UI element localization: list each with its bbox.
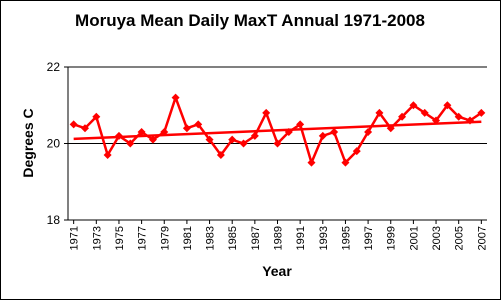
y-tick-label: 22 (47, 60, 61, 74)
data-point (443, 101, 452, 110)
data-point (296, 120, 305, 129)
data-point (375, 108, 384, 117)
y-tick-label: 20 (47, 137, 61, 151)
data-point (148, 135, 157, 144)
data-point (398, 112, 407, 121)
data-point (126, 139, 135, 148)
x-tick-label: 1985 (227, 226, 239, 250)
x-tick-label: 2007 (476, 226, 488, 250)
data-point (250, 131, 259, 140)
data-point (307, 158, 316, 167)
x-tick-label: 1981 (182, 226, 194, 250)
data-point (409, 101, 418, 110)
y-axis-label: Degrees C (20, 108, 36, 177)
data-point (273, 139, 282, 148)
data-point (341, 158, 350, 167)
data-point (194, 120, 203, 129)
x-tick-label: 1979 (159, 226, 171, 250)
data-point (318, 131, 327, 140)
data-point (69, 120, 78, 129)
data-point (171, 93, 180, 102)
data-point (182, 124, 191, 133)
x-tick-label: 1989 (273, 226, 285, 250)
data-point (103, 150, 112, 159)
data-point (80, 124, 89, 133)
data-point (330, 128, 339, 137)
y-tick-label: 18 (47, 213, 61, 227)
data-point (228, 135, 237, 144)
x-tick-label: 1973 (91, 226, 103, 250)
x-tick-label: 2001 (408, 226, 420, 250)
x-tick-label: 1987 (250, 226, 262, 250)
x-tick-label: 1999 (386, 226, 398, 250)
data-point (420, 108, 429, 117)
x-axis-label: Year (262, 263, 292, 279)
x-tick-label: 1995 (340, 226, 352, 250)
x-tick-label: 1983 (205, 226, 217, 250)
data-point (216, 150, 225, 159)
x-tick-label: 1993 (318, 226, 330, 250)
data-point (352, 147, 361, 156)
trend-line (73, 120, 482, 141)
data-point (205, 135, 214, 144)
data-point (454, 112, 463, 121)
data-point (137, 128, 146, 137)
x-tick-label: 2005 (454, 226, 466, 250)
data-point (239, 139, 248, 148)
chart-title: Moruya Mean Daily MaxT Annual 1971-2008 (75, 11, 425, 30)
data-point (262, 108, 271, 117)
x-tick-label: 1971 (69, 226, 81, 250)
data-point (364, 128, 373, 137)
x-tick-label: 2003 (431, 226, 443, 250)
x-tick-label: 1975 (114, 226, 126, 250)
x-tick-label: 1977 (137, 226, 149, 250)
data-point (477, 108, 486, 117)
data-point (92, 112, 101, 121)
x-tick-label: 1997 (363, 226, 375, 250)
x-tick-label: 1991 (295, 226, 307, 250)
